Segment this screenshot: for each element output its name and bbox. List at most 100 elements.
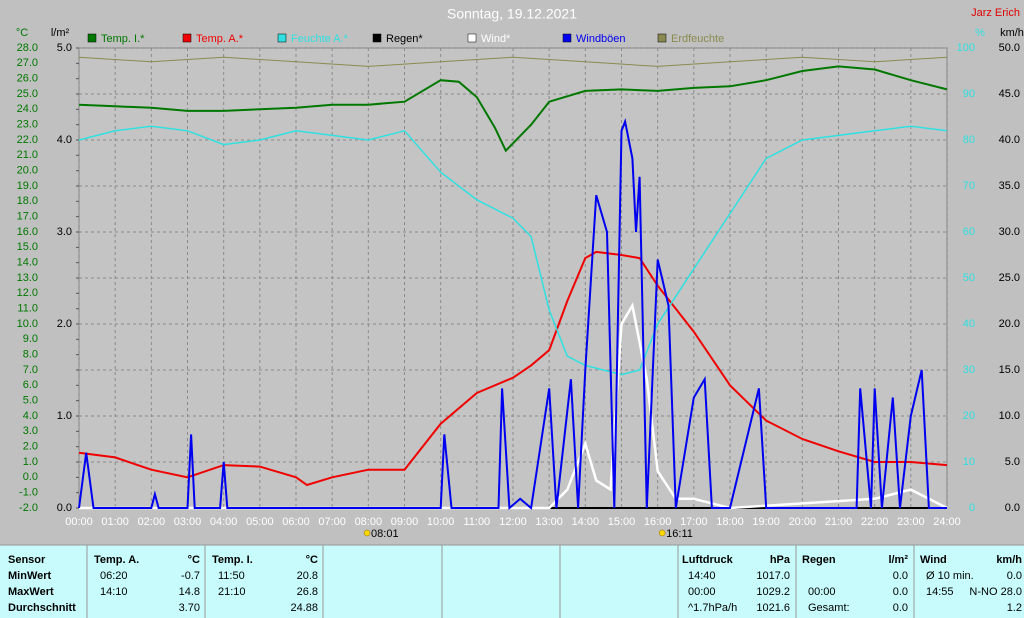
table-header: Temp. A. (94, 554, 139, 566)
table-cell: 0.0 (893, 570, 908, 582)
x-tick-label: 16:00 (644, 516, 672, 528)
x-tick-label: 17:00 (680, 516, 708, 528)
series-line (78, 65, 948, 153)
table-cell: 14:10 (100, 586, 128, 598)
x-tick-label: 10:00 (427, 516, 455, 528)
table-cell: 26.8 (297, 586, 318, 598)
table-cell: 06:20 (100, 570, 128, 582)
y-tick-label: 4.0 (23, 410, 38, 422)
y-tick-label: 24.0 (17, 103, 38, 115)
axis-title: km/h (1000, 27, 1024, 39)
series-line (78, 56, 948, 67)
table-header: km/h (996, 554, 1022, 566)
sun-icon (658, 529, 666, 537)
table-cell: 1.2 (1007, 602, 1022, 614)
x-tick-label: 02:00 (138, 516, 166, 528)
y-rain-tick-label: 1.0 (57, 410, 72, 422)
legend-swatch (562, 33, 572, 43)
y3-tick-label: 30.0 (999, 226, 1020, 238)
table-header: °C (188, 554, 200, 566)
y3-tick-label: 10.0 (999, 410, 1020, 422)
y-tick-label: 21.0 (17, 149, 38, 161)
legend-swatch (182, 33, 192, 43)
table-cell: Gesamt: (808, 602, 850, 614)
table-header: hPa (770, 554, 791, 566)
y-tick-label: 25.0 (17, 88, 38, 100)
y2-tick-label: 70 (963, 180, 975, 192)
y-rain-tick-label: 0.0 (57, 502, 72, 514)
y3-tick-label: 50.0 (999, 42, 1020, 54)
table-header: Temp. I. (212, 554, 253, 566)
x-tick-label: 15:00 (608, 516, 636, 528)
axis-title: % (975, 27, 985, 39)
x-tick-label: 07:00 (318, 516, 346, 528)
y3-tick-label: 15.0 (999, 364, 1020, 376)
table-header: l/m² (888, 554, 908, 566)
y-tick-label: 2.0 (23, 441, 38, 453)
y-tick-label: 16.0 (17, 226, 38, 238)
y-tick-label: -1.0 (19, 487, 38, 499)
y-tick-label: 7.0 (23, 364, 38, 376)
table-cell: 24.88 (290, 602, 318, 614)
x-tick-label: 20:00 (789, 516, 817, 528)
y-tick-label: 27.0 (17, 57, 38, 69)
y2-tick-label: 50 (963, 272, 975, 284)
table-header: °C (306, 554, 318, 566)
y-tick-label: 13.0 (17, 272, 38, 284)
y2-tick-label: 0 (969, 502, 975, 514)
y-tick-label: 22.0 (17, 134, 38, 146)
x-tick-label: 00:00 (65, 516, 93, 528)
y-rain-tick-label: 5.0 (57, 42, 72, 54)
y2-tick-label: 100 (957, 42, 975, 54)
table-cell: Ø 10 min. (926, 570, 974, 582)
y3-tick-label: 5.0 (1005, 456, 1020, 468)
y-tick-label: 17.0 (17, 211, 38, 223)
table-cell: 21:10 (218, 586, 246, 598)
table-cell: 14:40 (688, 570, 716, 582)
table-cell: 0.0 (1007, 570, 1022, 582)
x-tick-label: 24:00 (933, 516, 961, 528)
y3-tick-label: 40.0 (999, 134, 1020, 146)
table-cell: 1021.6 (756, 602, 790, 614)
y2-tick-label: 30 (963, 364, 975, 376)
axis-title: °C (16, 27, 28, 39)
x-tick-label: 11:00 (463, 516, 490, 528)
table-cell: 3.70 (179, 602, 200, 614)
y-tick-label: -2.0 (19, 502, 38, 514)
x-tick-label: 05:00 (246, 516, 274, 528)
x-tick-label: 14:00 (572, 516, 600, 528)
x-tick-label: 22:00 (861, 516, 889, 528)
table-cell: 1017.0 (756, 570, 790, 582)
x-tick-label: 08:00 (355, 516, 383, 528)
y-tick-label: 1.0 (23, 456, 38, 468)
annotation-label: 08:01 (371, 528, 399, 540)
x-tick-label: 03:00 (174, 516, 202, 528)
table-background (0, 545, 1024, 618)
table-cell: 00:00 (688, 586, 716, 598)
y2-tick-label: 60 (963, 226, 975, 238)
table-cell: 14.8 (179, 586, 200, 598)
y3-tick-label: 25.0 (999, 272, 1020, 284)
legend-label: Erdfeuchte (671, 33, 724, 45)
x-tick-label: 21:00 (825, 516, 853, 528)
table-cell: 11:50 (218, 570, 245, 582)
series-line (78, 250, 948, 487)
y3-tick-label: 20.0 (999, 318, 1020, 330)
y3-tick-label: 0.0 (1005, 502, 1020, 514)
y3-tick-label: 35.0 (999, 180, 1020, 192)
y-tick-label: 5.0 (23, 395, 38, 407)
x-tick-label: 06:00 (282, 516, 310, 528)
x-tick-label: 13:00 (535, 516, 563, 528)
y2-tick-label: 90 (963, 88, 975, 100)
legend-label: Windböen (576, 33, 626, 45)
axis-title: l/m² (51, 27, 70, 39)
x-tick-label: 04:00 (210, 516, 238, 528)
author: Jarz Erich (971, 7, 1020, 19)
chart-title: Sonntag, 19.12.2021 (447, 6, 577, 22)
legend-label: Wind* (481, 33, 511, 45)
y-tick-label: 3.0 (23, 425, 38, 437)
table-cell: Durchschnitt (8, 602, 76, 614)
y-tick-label: 28.0 (17, 42, 38, 54)
y-tick-label: 6.0 (23, 379, 38, 391)
